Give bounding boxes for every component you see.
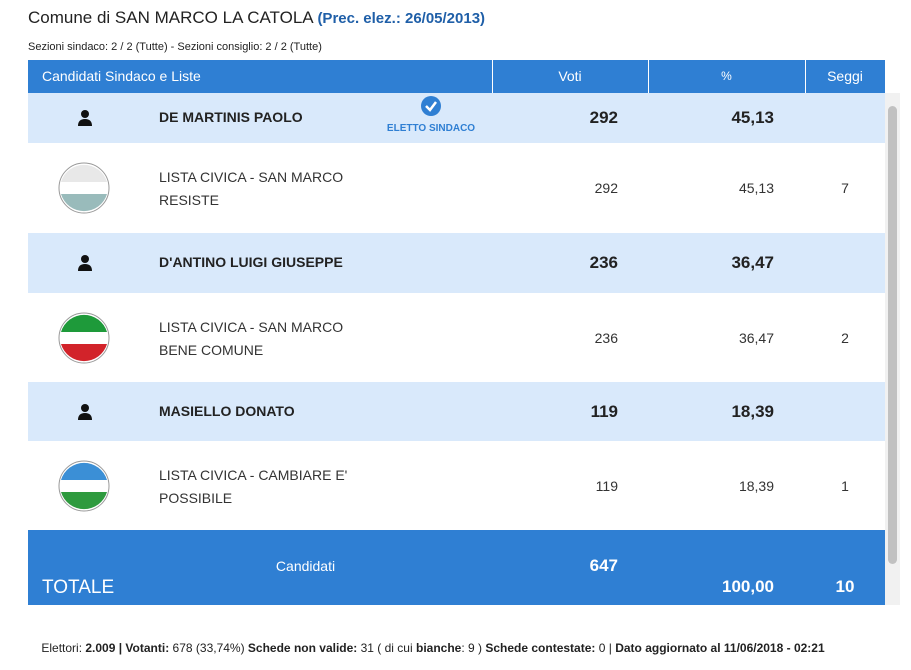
candidate-voti: 236 xyxy=(589,253,618,272)
candidate-pct: 18,39 xyxy=(731,401,774,421)
footer-text: bianche xyxy=(415,641,462,655)
candidate-name: DE MARTINIS PAOLO xyxy=(159,109,303,125)
footer-text: Schede non valide: xyxy=(247,641,358,655)
candidate-row: MASIELLO DONATO 119 18,39 xyxy=(28,382,885,442)
check-icon xyxy=(421,96,441,116)
list-voti: 292 xyxy=(594,180,618,196)
subtitle: Sezioni sindaco: 2 / 2 (Tutte) - Sezioni… xyxy=(28,41,322,53)
footer-text: Schede contestate: xyxy=(485,641,596,655)
table-header xyxy=(28,60,885,93)
footer-text: : 9 ) xyxy=(461,641,486,655)
list-row: LISTA CIVICA - SAN MARCO BENE COMUNE 236 3… xyxy=(28,293,885,383)
divider xyxy=(492,60,493,93)
total-seggi: 10 xyxy=(835,577,855,596)
list-pct: 36,47 xyxy=(738,329,774,346)
footer: Elettori: 2.009 | Votanti: 678 (33,74%) … xyxy=(28,617,873,670)
candidate-name: MASIELLO DONATO xyxy=(159,402,295,419)
footer-text: 678 (33,74%) xyxy=(169,641,248,655)
total-pct: 100,00 xyxy=(722,577,774,596)
list-seggi: 2 xyxy=(841,329,849,346)
candidate-pct: 45,13 xyxy=(731,108,774,127)
list-name: LISTA CIVICA - SAN MARCO RESISTE xyxy=(159,169,344,208)
candidate-voti: 292 xyxy=(589,108,618,127)
list-row: LISTA CIVICA - CAMBIARE E' POSSIBILE 119 1… xyxy=(28,441,885,531)
total-voti: 647 xyxy=(589,556,618,575)
person-icon xyxy=(76,403,94,421)
column-header: % xyxy=(721,69,732,83)
list-seggi: 7 xyxy=(841,180,849,196)
list-logo xyxy=(58,460,110,512)
list-logo xyxy=(58,162,110,214)
column-header: Voti xyxy=(558,68,582,84)
candidate-row: D'ANTINO LUIGI GIUSEPPE 236 36,47 xyxy=(28,233,885,294)
column-header: Candidati Sindaco e Liste xyxy=(42,68,201,84)
badge: ELETTO SINDACO xyxy=(386,123,476,134)
footer-text: | xyxy=(115,641,126,655)
list-row: LISTA CIVICA - SAN MARCO RESISTE 292 45,13… xyxy=(28,143,885,234)
candidate-voti: 119 xyxy=(590,401,618,421)
scroll-thumb[interactable] xyxy=(888,106,897,564)
candidate-row: DE MARTINIS PAOLO ELETTO SINDACO 292 45,13 xyxy=(28,93,885,144)
total-sub: Candidati xyxy=(275,558,336,574)
footer-text: 31 ( di cui xyxy=(357,641,416,655)
prec: (Prec. elez.: 26/05/2013) xyxy=(317,10,486,27)
footer-text: 2.009 xyxy=(85,641,116,655)
list-pct: 18,39 xyxy=(738,477,774,494)
footer-text: Votanti: xyxy=(125,641,170,655)
footer-text: Elettori: xyxy=(41,641,86,655)
title-line: Comune di SAN MARCO LA CATOLA (Prec. ele… xyxy=(28,8,485,28)
list-name: LISTA CIVICA - SAN MARCO BENE COMUNE xyxy=(159,318,344,358)
list-pct: 45,13 xyxy=(738,180,774,196)
list-name: LISTA CIVICA - CAMBIARE E' POSSIBILE xyxy=(159,466,348,506)
list-voti: 236 xyxy=(594,329,618,346)
divider xyxy=(648,60,649,93)
column-header: Seggi xyxy=(827,68,863,84)
candidate-name: D'ANTINO LUIGI GIUSEPPE xyxy=(159,254,343,270)
footer-text: Dato aggiornato al 11/06/2018 - 02:21 xyxy=(615,641,825,655)
total-label: TOTALE xyxy=(42,577,115,598)
list-voti: 119 xyxy=(595,477,618,494)
divider xyxy=(805,60,806,93)
title: Comune di SAN MARCO LA CATOLA xyxy=(28,8,313,27)
person-icon xyxy=(76,109,94,127)
list-logo xyxy=(58,312,110,364)
candidate-pct: 36,47 xyxy=(731,253,774,272)
footer-text: 0 | xyxy=(595,641,616,655)
list-seggi: 1 xyxy=(841,477,849,494)
total-row: Candidati TOTALE 647 100,00 10 xyxy=(28,530,885,605)
person-icon xyxy=(76,254,94,272)
